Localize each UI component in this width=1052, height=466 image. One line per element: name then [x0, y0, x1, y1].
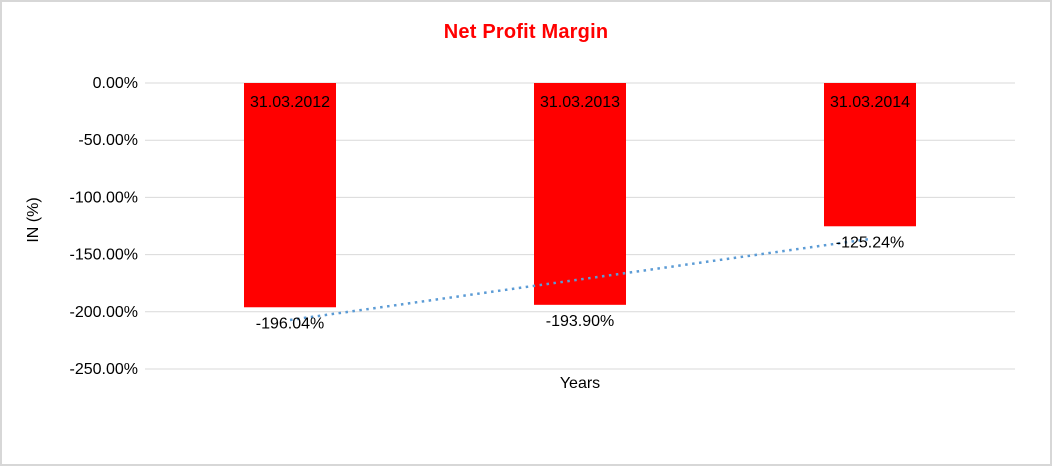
value-label: -193.90% [546, 313, 615, 330]
y-tick-label: -250.00% [70, 361, 139, 378]
value-label: -196.04% [256, 315, 325, 332]
category-label: 31.03.2013 [540, 94, 620, 111]
bar [244, 83, 336, 308]
category-label: 31.03.2012 [250, 94, 330, 111]
value-label: -125.24% [836, 234, 905, 251]
category-label: 31.03.2014 [830, 94, 910, 111]
chart-title: Net Profit Margin [443, 21, 609, 43]
bar [824, 83, 916, 227]
x-axis-title: Years [559, 375, 601, 392]
y-tick-label: 0.00% [93, 75, 138, 92]
y-tick-label: -100.00% [70, 189, 139, 206]
y-tick-label: -50.00% [78, 132, 138, 149]
bar [534, 83, 626, 305]
y-tick-label: -200.00% [70, 304, 139, 321]
y-tick-label: -150.00% [70, 247, 139, 264]
